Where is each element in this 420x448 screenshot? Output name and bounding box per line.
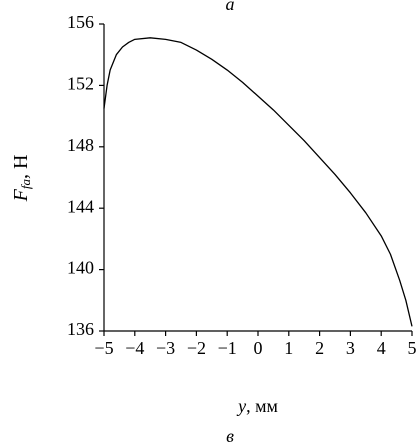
y-tick-label: 144	[67, 196, 94, 216]
y-tick-label: 148	[67, 135, 94, 155]
caption: в	[226, 426, 234, 446]
y-tick-label: 152	[67, 74, 94, 94]
x-tick-label: 4	[377, 338, 386, 358]
y-tick-label: 140	[67, 258, 94, 278]
y-tick-label: 136	[67, 319, 94, 339]
x-tick-label: −1	[218, 338, 237, 358]
chart-title: а	[226, 0, 235, 14]
x-tick-label: −3	[156, 338, 175, 358]
x-tick-label: 1	[284, 338, 293, 358]
x-tick-label: 0	[254, 338, 263, 358]
y-tick-label: 156	[67, 12, 94, 32]
x-tick-label: 5	[408, 338, 417, 358]
x-tick-label: −4	[125, 338, 144, 358]
y-label-main: F	[10, 188, 32, 202]
x-axis-label: y, мм	[236, 396, 278, 416]
x-label-rest: , мм	[246, 396, 278, 416]
x-tick-label: 3	[346, 338, 355, 358]
y-label-rest: , Н	[10, 155, 32, 179]
x-label-main: y	[236, 396, 246, 416]
line	[103, 37, 413, 327]
x-tick-label: 2	[315, 338, 324, 358]
x-tick-label: −2	[187, 338, 206, 358]
x-tick-label: −5	[94, 338, 113, 358]
y-axis-label: Ffa, Н	[10, 155, 33, 203]
y-label-sub: fa	[18, 179, 33, 190]
